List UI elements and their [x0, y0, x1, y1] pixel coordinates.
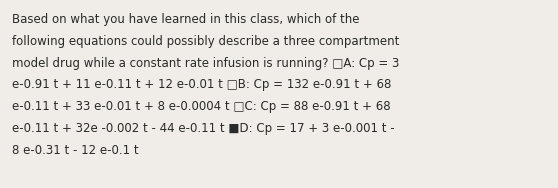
Text: 8 e-0.31 t - 12 e-0.1 t: 8 e-0.31 t - 12 e-0.1 t: [12, 144, 138, 157]
Text: e-0.11 t + 33 e-0.01 t + 8 e-0.0004 t □C: Cp = 88 e-0.91 t + 68: e-0.11 t + 33 e-0.01 t + 8 e-0.0004 t □C…: [12, 100, 391, 113]
Text: model drug while a constant rate infusion is running? □A: Cp = 3: model drug while a constant rate infusio…: [12, 57, 400, 70]
Text: Based on what you have learned in this class, which of the: Based on what you have learned in this c…: [12, 13, 359, 26]
Text: following equations could possibly describe a three compartment: following equations could possibly descr…: [12, 35, 400, 48]
Text: e-0.11 t + 32e -0.002 t - 44 e-0.11 t ■D: Cp = 17 + 3 e-0.001 t -: e-0.11 t + 32e -0.002 t - 44 e-0.11 t ■D…: [12, 122, 395, 135]
Text: e-0.91 t + 11 e-0.11 t + 12 e-0.01 t □B: Cp = 132 e-0.91 t + 68: e-0.91 t + 11 e-0.11 t + 12 e-0.01 t □B:…: [12, 78, 391, 91]
